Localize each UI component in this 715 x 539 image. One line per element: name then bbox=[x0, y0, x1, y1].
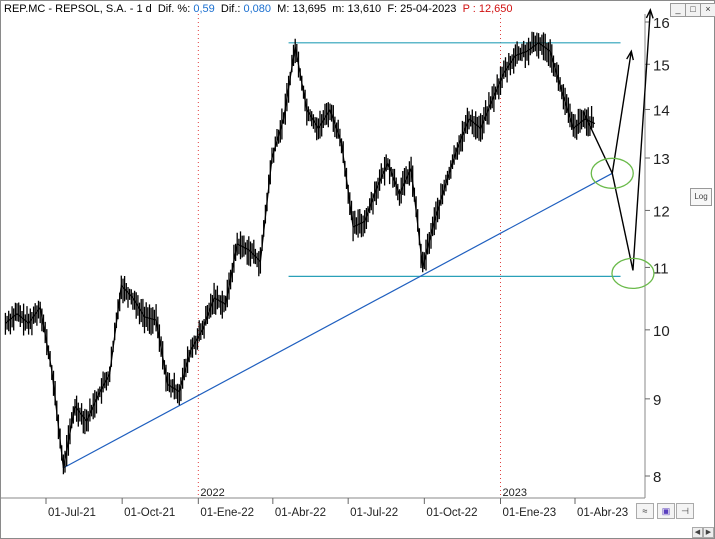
y-tick-label: 8 bbox=[653, 469, 661, 486]
dif-pct-label: Dif. %: bbox=[157, 3, 191, 15]
y-tick-label: 11 bbox=[653, 260, 669, 277]
price-line bbox=[5, 42, 596, 469]
x-tick-label: 01-Jul-22 bbox=[350, 507, 398, 519]
x-tick-label: 01-Abr-22 bbox=[275, 507, 326, 519]
chart-header: REP.MC - REPSOL, S.A. - 1 d Dif. %: 0,59… bbox=[4, 3, 513, 15]
date-value: 25-04-2023 bbox=[400, 3, 457, 15]
x-axis: 01-Jul-21 01-Oct-21 01-Ene-22 01-Abr-22 01-J… bbox=[45, 498, 628, 519]
target-circle bbox=[590, 157, 634, 189]
projection-line bbox=[611, 9, 652, 271]
dif-label: Dif.: bbox=[220, 3, 241, 15]
price-value: 12,650 bbox=[478, 3, 513, 15]
save-icon[interactable]: ▣ bbox=[657, 503, 675, 519]
max-label: M: bbox=[277, 3, 290, 15]
ticker-label: REP.MC - REPSOL, S.A. - 1 d bbox=[4, 3, 152, 15]
x-tick-label: 01-Ene-23 bbox=[502, 507, 556, 519]
arrow-head bbox=[626, 49, 634, 61]
min-value: 13,610 bbox=[347, 3, 382, 15]
y-tick-label: 14 bbox=[653, 102, 670, 119]
y-tick-label: 9 bbox=[653, 392, 661, 409]
compare-button[interactable]: ≈ bbox=[636, 503, 654, 519]
minimize-button[interactable]: _ bbox=[670, 3, 686, 17]
annotations bbox=[63, 7, 655, 469]
trendline bbox=[63, 172, 613, 469]
dif-value: 0,080 bbox=[243, 3, 272, 15]
maximize-button[interactable]: □ bbox=[685, 3, 701, 17]
y-tick-label: 16 bbox=[653, 15, 670, 32]
target-circle bbox=[611, 257, 655, 290]
scroll-right-button[interactable]: ▶ bbox=[703, 527, 714, 538]
max-value: 13,695 bbox=[292, 3, 327, 15]
fit-button[interactable]: ⊣ bbox=[676, 503, 694, 519]
arrow-head bbox=[645, 7, 654, 19]
y-tick-label: 13 bbox=[653, 151, 670, 168]
log-scale-toggle[interactable]: Log bbox=[690, 188, 712, 206]
date-label: F: bbox=[387, 3, 398, 15]
min-label: m: bbox=[332, 3, 345, 15]
year-label: 2022 bbox=[200, 487, 224, 499]
x-tick-label: 01-Ene-22 bbox=[200, 507, 254, 519]
x-tick-label: 01-Abr-23 bbox=[577, 507, 628, 519]
year-label: 2023 bbox=[502, 487, 526, 499]
dif-pct-value: 0,59 bbox=[193, 3, 215, 15]
y-tick-label: 12 bbox=[653, 203, 670, 220]
y-axis: 8 9 10 11 12 13 14 15 16 bbox=[645, 15, 670, 486]
x-tick-label: 01-Oct-22 bbox=[426, 507, 477, 519]
x-tick-label: 01-Oct-21 bbox=[124, 507, 175, 519]
x-tick-label: 01-Jul-21 bbox=[48, 507, 96, 519]
price-label: P : bbox=[462, 3, 476, 15]
y-tick-label: 10 bbox=[653, 323, 670, 340]
scroll-left-button[interactable]: ◀ bbox=[692, 527, 703, 538]
y-tick-label: 15 bbox=[653, 57, 670, 74]
price-series bbox=[4, 31, 596, 475]
close-button[interactable]: × bbox=[700, 3, 715, 17]
